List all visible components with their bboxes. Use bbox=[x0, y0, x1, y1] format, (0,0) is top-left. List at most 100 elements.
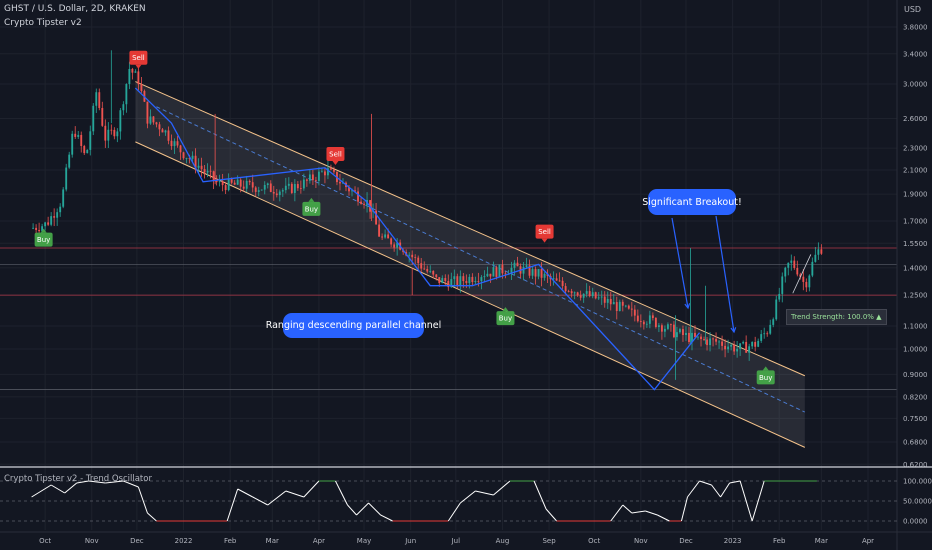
candle-body bbox=[44, 222, 47, 227]
candle-body bbox=[414, 257, 417, 259]
candle-body bbox=[790, 260, 793, 263]
candle-body bbox=[107, 129, 110, 141]
oscillator-segment bbox=[380, 514, 393, 522]
time-tick-label: Jun bbox=[404, 537, 416, 545]
candle-body bbox=[104, 125, 107, 141]
candle-body bbox=[474, 281, 477, 283]
candle-body bbox=[32, 227, 35, 229]
candle-body bbox=[534, 269, 537, 277]
candle-body bbox=[125, 84, 128, 105]
arrow-head bbox=[730, 327, 737, 334]
time-tick-label: Feb bbox=[773, 537, 786, 545]
candle-body bbox=[600, 296, 603, 298]
candle-body bbox=[751, 342, 754, 347]
price-tick-label: 2.3000 bbox=[903, 145, 928, 153]
candle-body bbox=[718, 341, 721, 343]
channel-upper-line bbox=[135, 81, 806, 377]
oscillator-segment bbox=[460, 490, 476, 504]
candle-body bbox=[89, 131, 92, 150]
channel-mid-line bbox=[156, 106, 806, 413]
candle-body bbox=[203, 169, 206, 173]
candle-body bbox=[245, 180, 248, 189]
oscillator-segment bbox=[447, 502, 461, 522]
oscillator-segment bbox=[147, 512, 157, 522]
candle-body bbox=[468, 276, 471, 284]
candle-body bbox=[266, 183, 269, 186]
candle-body bbox=[706, 339, 708, 346]
candle-body bbox=[651, 315, 654, 318]
candle-body bbox=[691, 332, 693, 342]
candle-body bbox=[152, 116, 155, 123]
candle-body bbox=[778, 293, 781, 300]
time-tick-label: Nov bbox=[85, 537, 99, 545]
candle-body bbox=[38, 229, 41, 232]
candle-body bbox=[65, 167, 68, 190]
candle-body bbox=[110, 129, 113, 131]
candle-body bbox=[173, 141, 176, 147]
candle-body bbox=[612, 302, 615, 305]
candle-body bbox=[630, 308, 633, 310]
candle-body bbox=[200, 165, 203, 170]
candle-body bbox=[227, 178, 230, 191]
oscillator-segment bbox=[105, 480, 124, 484]
price-tick-label: 3.4000 bbox=[903, 50, 928, 58]
candle-body bbox=[408, 254, 411, 256]
oscillator-segment bbox=[545, 508, 557, 522]
signal-label: Buy bbox=[759, 374, 772, 382]
candle-body bbox=[206, 170, 209, 173]
channel-note: Ranging descending parallel channel bbox=[266, 313, 441, 338]
time-tick-label: 2022 bbox=[175, 537, 193, 545]
signal-tag bbox=[34, 232, 53, 247]
time-tick-label: Dec bbox=[679, 537, 693, 545]
candle-body bbox=[766, 333, 769, 335]
time-tick-label: Oct bbox=[588, 537, 600, 545]
candle-body bbox=[745, 342, 748, 353]
candle-body bbox=[688, 332, 690, 342]
descending-channel bbox=[135, 81, 806, 448]
candle-body bbox=[796, 267, 799, 275]
candle-body bbox=[393, 244, 396, 248]
price-tick-label: 0.6200 bbox=[903, 461, 928, 469]
price-tick-label: 1.1000 bbox=[903, 322, 928, 330]
oscillator-segment bbox=[356, 502, 369, 516]
candle-body bbox=[158, 124, 161, 130]
channel-lower-line bbox=[135, 141, 806, 448]
candle-body bbox=[459, 276, 462, 286]
candle-body bbox=[290, 183, 293, 193]
oscillator-tick-label: 0.0000 bbox=[903, 518, 928, 526]
price-tick-label: 3.8000 bbox=[903, 23, 928, 31]
candle-body bbox=[254, 187, 257, 192]
candle-body bbox=[579, 295, 582, 298]
candle-body bbox=[757, 340, 760, 347]
candle-body bbox=[817, 249, 820, 255]
price-axis: 3.8000 3.4000 3.0000 2.6000 2.3000 2.1000 1.90… bbox=[896, 0, 928, 550]
candle-body bbox=[263, 185, 266, 190]
oscillator-segment bbox=[711, 484, 721, 498]
candle-body bbox=[784, 267, 787, 277]
oscillator-tick-label: 100.0000 bbox=[903, 478, 932, 486]
candle-body bbox=[682, 329, 684, 335]
oscillator-segment bbox=[739, 480, 753, 522]
candle-body bbox=[137, 71, 140, 85]
candle-body bbox=[435, 274, 438, 278]
time-tick-label: Jul bbox=[451, 537, 461, 545]
candle-body bbox=[715, 339, 717, 342]
candle-body bbox=[56, 212, 59, 218]
candle-body bbox=[83, 146, 86, 154]
candle-body bbox=[811, 261, 814, 276]
candle-body bbox=[161, 129, 164, 133]
candle-body bbox=[293, 184, 296, 193]
candle-body bbox=[567, 291, 570, 292]
oscillator-segment bbox=[267, 490, 287, 506]
candle-body bbox=[730, 344, 733, 347]
candle-body bbox=[694, 332, 696, 337]
candle-body bbox=[603, 296, 606, 303]
price-tick-label: 1.4000 bbox=[903, 264, 928, 272]
candle-body bbox=[814, 254, 817, 262]
breakout-arrows bbox=[671, 215, 737, 334]
candle-body bbox=[35, 227, 38, 230]
candle-body bbox=[669, 324, 672, 326]
time-tick-label: Mar bbox=[815, 537, 828, 545]
candle-body bbox=[116, 131, 119, 137]
